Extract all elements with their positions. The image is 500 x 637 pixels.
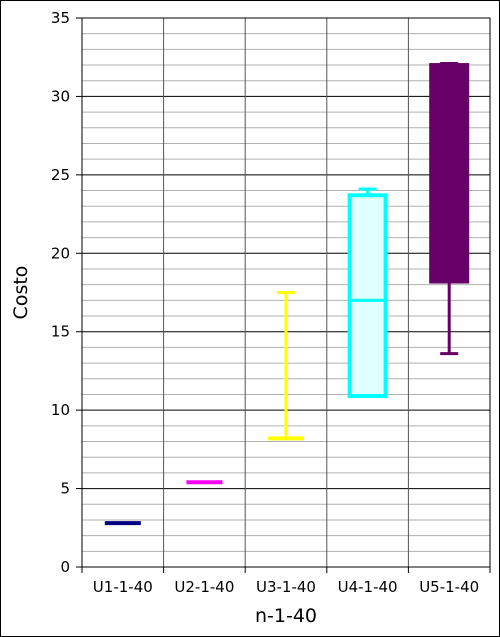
x-tick-label: U5-1-40	[419, 578, 479, 596]
x-tick-label: U2-1-40	[174, 578, 234, 596]
box-U5-1-40	[429, 61, 470, 356]
y-tick-label: 25	[51, 166, 70, 184]
box-body	[347, 193, 388, 399]
x-tick-label: U4-1-40	[338, 578, 398, 596]
y-tick-label: 20	[51, 244, 70, 262]
y-tick-label: 15	[51, 323, 70, 341]
x-axis-title: n-1-40	[255, 605, 317, 627]
x-axis-ticks: U1-1-40 U2-1-40 U3-1-40 U4-1-40 U5-1-40	[81, 567, 491, 596]
box-series	[104, 61, 470, 526]
y-tick-label: 0	[60, 558, 70, 576]
y-tick-label: 10	[51, 401, 70, 419]
box-U4-1-40	[347, 187, 388, 399]
y-tick-label: 5	[60, 480, 70, 498]
vertical-gridlines	[163, 18, 409, 567]
x-tick-label: U3-1-40	[256, 578, 316, 596]
y-tick-label: 30	[51, 87, 70, 105]
y-axis-title: Costo	[10, 266, 32, 320]
y-axis-ticks: 0 5 10 15 20 25 30 35	[51, 9, 82, 576]
plot-area-border	[81, 17, 491, 568]
box-body	[429, 63, 470, 284]
x-tick-label: U1-1-40	[93, 578, 153, 596]
box-U3-1-40	[268, 291, 304, 441]
y-tick-label: 35	[51, 9, 70, 27]
